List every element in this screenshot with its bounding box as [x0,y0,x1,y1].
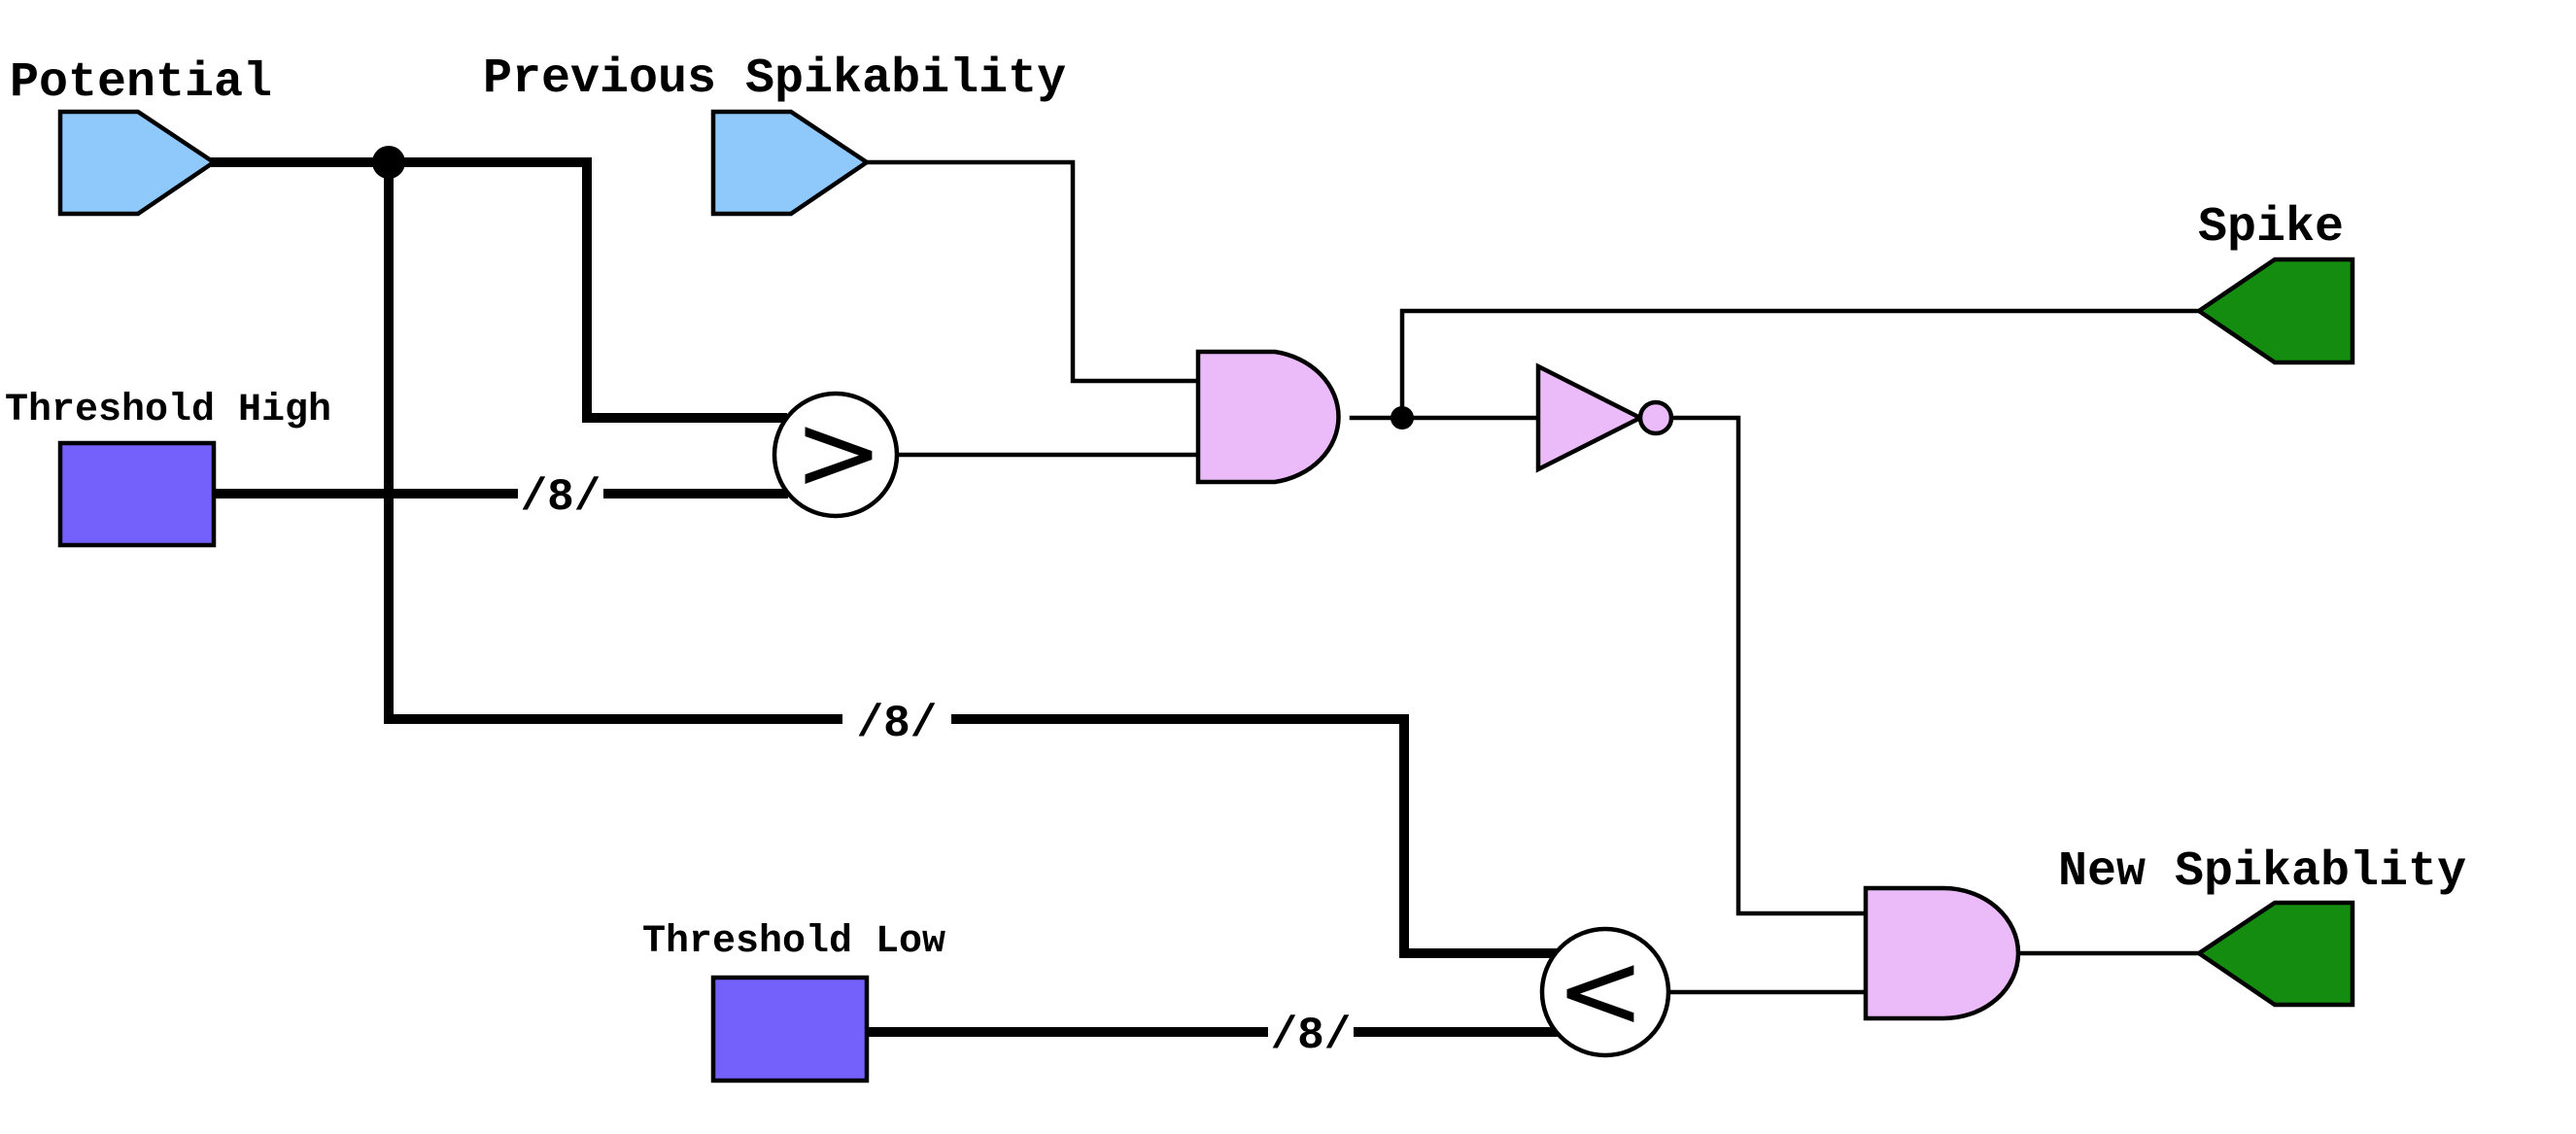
constant-threshold-low-box [710,975,870,1083]
constant-threshold-low: Threshold Low [642,920,945,1083]
junction-potential [372,146,405,179]
not-gate [1535,362,1674,473]
wires [209,146,2202,1037]
constant-threshold-high: Threshold High [5,389,331,548]
wire-previous-spikability [864,159,1201,384]
and-gate-1 [1195,349,1341,485]
constant-threshold-high-box [57,440,217,548]
comparator-greater-body [772,391,900,519]
input-port-potential: Potential [10,55,272,217]
comparator-greater: > [772,390,900,519]
output-port-spike: Spike [2194,200,2355,365]
comparator-greater-symbol: > [794,390,883,514]
not-gate-triangle [1535,362,1645,473]
wire-potential-to-less [384,157,1560,958]
bus-label-bg [842,695,951,743]
label-new-spikability: New Spikablity [2058,844,2466,900]
output-port-spike-shape [2194,257,2355,365]
and-gate-1-shape [1195,349,1341,485]
label-threshold-low: Threshold Low [642,920,945,964]
wire-potential-to-greater [209,157,787,423]
input-port-previous-spikability: Previous Spikability [483,52,1066,217]
bus-labels: /8/ /8/ /8/ [521,472,1352,1061]
input-port-previous-spikability-shape [710,109,872,217]
and-gate-2-shape [1863,885,2021,1021]
output-port-new-spikability: New Spikablity [2058,844,2466,1008]
label-threshold-high: Threshold High [5,389,331,432]
not-gate-bubble [1637,399,1674,436]
label-previous-spikability: Previous Spikability [483,52,1066,107]
comparator-less: < [1539,926,1671,1058]
comparator-less-symbol: < [1556,928,1645,1052]
bus-label-potential-low: /8/ [857,699,938,749]
bus-label-threshold-high: /8/ [521,472,601,523]
comparator-less-body [1539,926,1671,1058]
output-port-new-spikability-shape [2194,900,2355,1008]
input-port-potential-shape [57,109,219,217]
bus-label-threshold-low: /8/ [1271,1011,1352,1061]
label-potential: Potential [10,55,272,111]
label-spike: Spike [2198,200,2344,256]
wire-to-spike [1399,308,2202,421]
and-gate-2 [1863,885,2021,1021]
wire-not-to-and2 [1671,415,1869,916]
junction-spike [1391,406,1414,430]
